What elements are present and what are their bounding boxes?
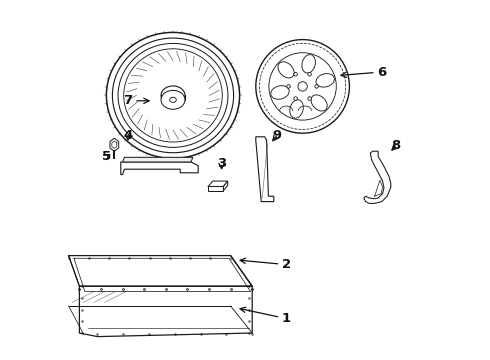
Polygon shape xyxy=(110,138,119,151)
Circle shape xyxy=(308,72,312,76)
Circle shape xyxy=(294,72,297,76)
Ellipse shape xyxy=(302,55,316,73)
Circle shape xyxy=(315,85,318,88)
Ellipse shape xyxy=(278,62,294,78)
Text: 8: 8 xyxy=(392,139,401,152)
Ellipse shape xyxy=(161,86,185,105)
Polygon shape xyxy=(364,151,391,203)
Ellipse shape xyxy=(290,100,303,118)
Bar xyxy=(208,186,223,191)
Ellipse shape xyxy=(106,32,240,158)
Ellipse shape xyxy=(311,95,327,111)
Circle shape xyxy=(256,40,349,133)
Ellipse shape xyxy=(170,97,176,102)
Circle shape xyxy=(287,85,291,88)
Circle shape xyxy=(308,97,312,100)
Text: 2: 2 xyxy=(240,258,291,271)
Polygon shape xyxy=(223,181,228,191)
Text: 7: 7 xyxy=(123,94,149,107)
Text: 4: 4 xyxy=(123,129,133,141)
Polygon shape xyxy=(121,162,198,175)
Circle shape xyxy=(294,97,297,100)
Ellipse shape xyxy=(316,73,334,87)
Polygon shape xyxy=(79,286,252,337)
Text: 5: 5 xyxy=(102,150,111,163)
Text: 9: 9 xyxy=(273,129,282,141)
Ellipse shape xyxy=(271,86,289,99)
Polygon shape xyxy=(256,137,274,202)
Circle shape xyxy=(298,82,307,91)
Text: 3: 3 xyxy=(217,157,226,170)
Text: 6: 6 xyxy=(341,66,387,78)
Polygon shape xyxy=(122,157,193,162)
Text: 1: 1 xyxy=(240,307,291,325)
Ellipse shape xyxy=(123,49,222,142)
Ellipse shape xyxy=(161,90,185,109)
